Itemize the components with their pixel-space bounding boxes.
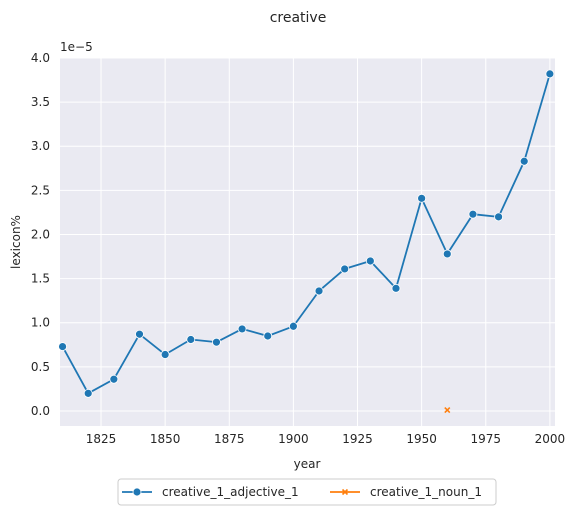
data-point (186, 335, 196, 344)
y-tick-label: 3.5 (31, 95, 50, 109)
data-point (263, 331, 273, 341)
legend-marker (341, 488, 349, 496)
x-tick-label: 1850 (150, 432, 181, 446)
data-point (442, 249, 452, 259)
plot-area (60, 58, 555, 426)
data-point (444, 407, 451, 414)
y-axis-ticks: 0.0 0.5 1.0 1.5 2.0 2.5 3.0 3.5 4.0 (31, 51, 50, 418)
legend-label: creative_1_noun_1 (370, 485, 482, 499)
y-tick-label: 3.0 (31, 139, 50, 153)
series-layer (58, 69, 555, 414)
data-point (212, 337, 221, 347)
data-point (468, 209, 478, 219)
x-tick-label: 1875 (214, 432, 245, 446)
data-point (237, 324, 247, 334)
legend: creative_1_adjective_1 creative_1_noun_1 (117, 478, 497, 506)
legend-marker (132, 487, 142, 497)
legend-box (117, 478, 497, 506)
series-creative_1_adjective_1 (58, 69, 555, 398)
y-tick-label: 1.5 (31, 272, 50, 286)
data-point (519, 156, 529, 166)
x-axis-label: year (294, 457, 321, 471)
data-point (391, 283, 401, 293)
y-tick-label: 0.5 (31, 360, 50, 374)
y-tick-label: 1.0 (31, 316, 50, 330)
data-point (160, 350, 170, 359)
y-axis-offset-label: 1e−5 (60, 40, 93, 54)
y-tick-label: 2.5 (31, 183, 50, 197)
legend-item: creative_1_noun_1 (330, 485, 482, 499)
chart-title: creative (270, 10, 327, 26)
legend-item: creative_1_adjective_1 (122, 485, 299, 499)
data-point (58, 342, 67, 351)
series-creative_1_noun_1 (444, 407, 451, 414)
x-tick-label: 1925 (342, 432, 373, 446)
data-point (83, 388, 93, 398)
y-tick-label: 0.0 (31, 404, 50, 418)
legend-label: creative_1_adjective_1 (162, 485, 299, 499)
x-tick-label: 1900 (278, 432, 309, 446)
x-axis-ticks: 1825 1850 1875 1900 1925 1950 1975 2000 (86, 432, 565, 446)
x-tick-label: 1975 (470, 432, 501, 446)
x-tick-label: 2000 (535, 432, 566, 446)
x-tick-label: 1825 (86, 432, 117, 446)
data-point (314, 286, 324, 296)
series-line (61, 73, 551, 395)
data-point (494, 212, 503, 222)
grid-lines (60, 57, 555, 426)
data-point (545, 69, 555, 79)
y-tick-label: 2.0 (31, 227, 50, 241)
data-point (288, 321, 298, 331)
y-axis-label: lexicon% (9, 215, 23, 269)
data-point (340, 264, 350, 274)
data-point (365, 256, 375, 266)
data-point (109, 374, 119, 384)
x-tick-label: 1950 (406, 432, 437, 446)
data-point (135, 329, 144, 339)
data-point (417, 193, 427, 203)
y-tick-label: 4.0 (31, 51, 50, 65)
